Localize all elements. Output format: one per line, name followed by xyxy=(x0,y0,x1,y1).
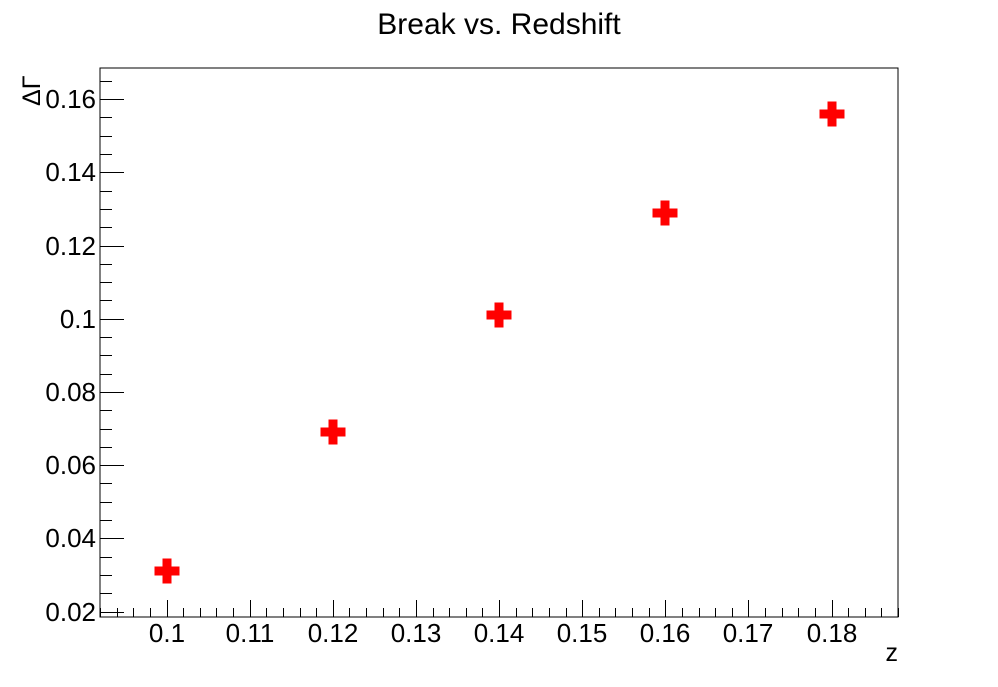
data-point-marker xyxy=(819,101,845,127)
x-tick-label: 0.1 xyxy=(149,618,185,648)
chart-title: Break vs. Redshift xyxy=(377,8,621,41)
y-tick-label: 0.12 xyxy=(45,231,96,261)
data-point-marker xyxy=(652,200,678,226)
x-tick-label: 0.18 xyxy=(807,618,858,648)
x-axis-title: z xyxy=(886,639,899,667)
data-point-marker xyxy=(486,302,512,328)
y-tick-label: 0.08 xyxy=(45,377,96,407)
axis-ticks xyxy=(100,81,899,617)
data-points xyxy=(154,101,845,584)
y-tick-label: 0.16 xyxy=(45,84,96,114)
x-tick-label: 0.13 xyxy=(391,618,442,648)
y-tick-label: 0.02 xyxy=(45,597,96,627)
y-tick-label: 0.14 xyxy=(45,157,96,187)
axis-tick-labels: 0.1 0.11 0.12 0.13 0.14 0.15 0.16 0.17 0.18 0.02 0… xyxy=(45,84,857,648)
x-tick-label: 0.11 xyxy=(226,618,275,648)
x-tick-label: 0.17 xyxy=(723,618,774,648)
y-tick-label: 0.1 xyxy=(60,304,96,334)
x-tick-label: 0.16 xyxy=(640,618,691,648)
y-tick-label: 0.04 xyxy=(45,523,96,553)
x-tick-label: 0.12 xyxy=(308,618,359,648)
y-axis-title: ΔΓ xyxy=(18,75,46,106)
x-tick-label: 0.14 xyxy=(474,618,525,648)
data-point-marker xyxy=(320,419,346,445)
x-tick-label: 0.15 xyxy=(557,618,608,648)
y-tick-label: 0.06 xyxy=(45,450,96,480)
data-point-marker xyxy=(154,558,180,584)
plot-frame xyxy=(99,67,899,618)
